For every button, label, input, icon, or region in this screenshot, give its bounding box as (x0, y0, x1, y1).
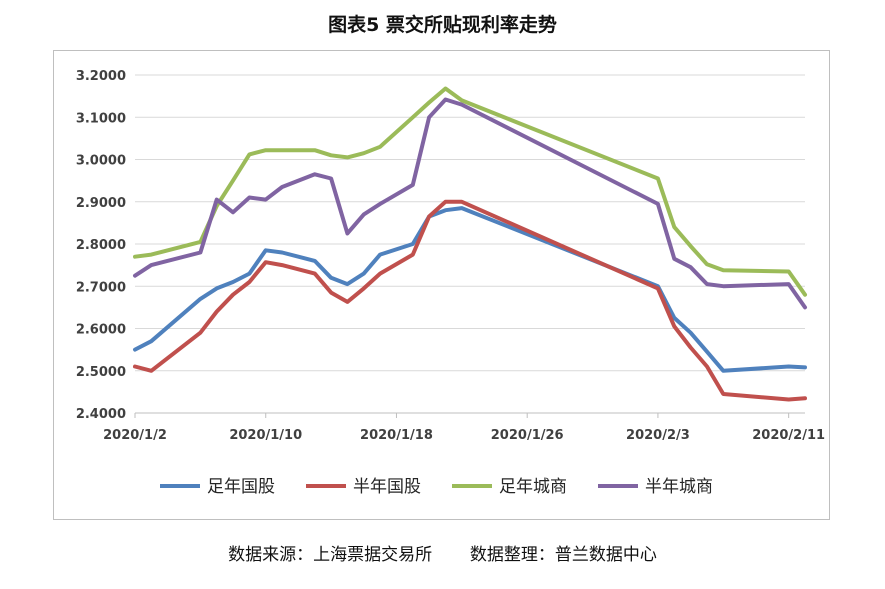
x-tick-label: 2020/1/26 (491, 428, 564, 443)
legend-label: 足年国股 (207, 477, 275, 497)
series-line (133, 86, 807, 297)
y-tick-label: 2.7000 (76, 280, 126, 295)
legend-label: 足年城商 (499, 477, 567, 497)
series-lines (133, 86, 807, 402)
legend-label: 半年国股 (353, 477, 421, 497)
line-chart: 2.4000 2.5000 2.6000 2.7000 2.8000 2.9000 3.00… (76, 69, 825, 497)
y-tick-label: 2.8000 (76, 238, 126, 253)
y-tick-label: 3.2000 (76, 69, 126, 84)
chart-frame (53, 50, 830, 520)
y-tick-label: 3.0000 (76, 154, 126, 169)
source-note: 数据来源：上海票据交易所 数据整理：普兰数据中心 (228, 545, 657, 565)
y-tick-label: 2.9000 (76, 196, 126, 211)
figure-title: 图表5 票交所贴现利率走势 (328, 14, 557, 36)
gridlines (135, 74, 805, 372)
x-tick-label: 2020/1/18 (360, 428, 433, 443)
y-axis-ticks: 2.4000 2.5000 2.6000 2.7000 2.8000 2.9000 3.00… (76, 69, 126, 422)
series-line (133, 97, 807, 310)
legend: 足年国股 半年国股 足年城商 半年城商 (160, 477, 713, 497)
x-axis-ticks: 2020/1/2 2020/1/10 2020/1/18 2020/1/26 2020/… (103, 413, 825, 443)
x-tick-label: 2020/1/2 (103, 428, 167, 443)
y-tick-label: 3.1000 (76, 111, 126, 126)
x-tick-label: 2020/2/3 (626, 428, 690, 443)
y-tick-label: 2.4000 (76, 407, 126, 422)
y-tick-label: 2.6000 (76, 323, 126, 338)
x-tick-label: 2020/2/11 (752, 428, 825, 443)
y-tick-label: 2.5000 (76, 365, 126, 380)
legend-label: 半年城商 (645, 477, 713, 497)
x-tick-label: 2020/1/10 (229, 428, 302, 443)
series-line (133, 199, 807, 402)
series-line (133, 206, 807, 373)
